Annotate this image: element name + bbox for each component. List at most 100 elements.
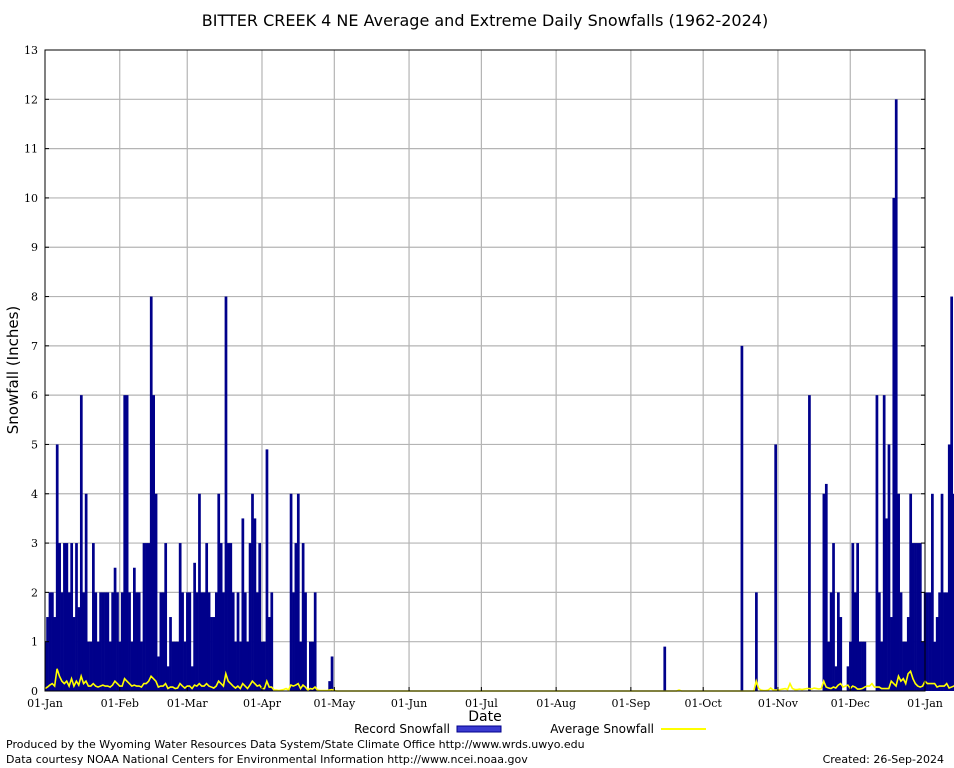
record-bar — [113, 567, 117, 691]
legend: Record Snowfall Average Snowfall — [354, 722, 706, 736]
record-bar — [906, 617, 910, 691]
x-axis-label: Date — [468, 709, 501, 725]
record-bar — [239, 641, 242, 691]
record-bar — [84, 493, 88, 691]
record-bar — [945, 592, 949, 691]
record-bar — [111, 592, 115, 691]
record-bar — [829, 592, 833, 691]
record-bar — [861, 641, 864, 691]
record-bar — [311, 641, 315, 691]
record-bar — [263, 641, 266, 691]
record-bar — [231, 592, 235, 691]
record-bar — [834, 666, 838, 691]
record-bar — [863, 641, 867, 691]
record-bar — [130, 641, 134, 691]
record-bar — [123, 395, 127, 691]
record-bar — [210, 617, 213, 691]
record-bar — [133, 567, 136, 691]
record-bar — [118, 641, 122, 691]
record-bar — [200, 592, 204, 691]
y-tick-label: 13 — [24, 44, 38, 57]
record-bar — [663, 646, 667, 691]
record-bar — [120, 592, 124, 691]
record-bar — [260, 641, 264, 691]
record-bar — [60, 592, 64, 691]
record-bar — [299, 641, 303, 691]
record-bar — [875, 395, 879, 691]
y-tick-label: 4 — [31, 488, 38, 501]
record-bar — [940, 493, 944, 691]
chart-title: BITTER CREEK 4 NE Average and Extreme Da… — [202, 11, 768, 30]
record-bar — [72, 617, 76, 691]
record-bar — [101, 592, 105, 691]
record-bar — [292, 592, 295, 691]
record-bar — [67, 592, 71, 691]
record-bar — [241, 518, 245, 691]
record-bar — [926, 592, 929, 691]
record-bar — [296, 493, 300, 691]
record-bar — [48, 592, 52, 691]
record-bar — [832, 543, 835, 691]
record-bar — [808, 395, 811, 691]
record-bar — [234, 641, 237, 691]
record-bar — [827, 641, 831, 691]
x-tick-label: 01-Jul — [465, 697, 498, 710]
record-bar — [125, 395, 129, 691]
x-tick-label: 01-Jan — [907, 697, 943, 710]
y-axis-label: Snowfall (Inches) — [4, 306, 22, 434]
record-bar — [82, 592, 86, 691]
x-tick-label: 01-Dec — [831, 697, 870, 710]
legend-label-record: Record Snowfall — [354, 722, 450, 736]
record-bar — [202, 592, 206, 691]
record-bar — [947, 444, 951, 691]
record-bar — [77, 607, 81, 691]
x-tick-label: 01-Feb — [101, 697, 139, 710]
record-bar — [55, 444, 59, 691]
record-bar — [106, 592, 110, 691]
y-tick-label: 12 — [24, 93, 38, 106]
record-bar — [902, 641, 905, 691]
x-tick-label: 01-Oct — [685, 697, 723, 710]
record-bar — [157, 656, 160, 691]
record-bar — [255, 592, 259, 691]
y-tick-label: 0 — [31, 685, 38, 698]
record-bar — [154, 493, 158, 691]
record-bar — [51, 592, 54, 691]
x-tick-label: 01-Apr — [243, 697, 282, 710]
y-tick-label: 7 — [31, 340, 38, 353]
record-bar — [159, 592, 163, 691]
record-bar — [181, 592, 184, 691]
record-bar — [116, 592, 119, 691]
record-bar — [330, 656, 334, 691]
y-tick-label: 2 — [31, 586, 38, 599]
record-bar — [943, 592, 946, 691]
record-bar — [892, 197, 896, 691]
y-tick-label: 9 — [31, 241, 38, 254]
x-tick-label: 01-Nov — [758, 697, 799, 710]
record-bar — [193, 562, 196, 691]
record-bar — [839, 617, 843, 691]
record-bar — [858, 641, 862, 691]
record-bar — [137, 592, 141, 691]
record-bar — [94, 592, 98, 691]
record-bar — [931, 493, 934, 691]
y-tick-label: 8 — [31, 291, 38, 304]
legend-swatch-record — [456, 725, 502, 733]
legend-label-average: Average Snowfall — [550, 722, 654, 736]
record-bar — [885, 518, 888, 691]
record-bar — [909, 493, 913, 691]
record-bar — [846, 666, 850, 691]
record-bar — [140, 641, 143, 691]
record-bar — [755, 592, 758, 691]
record-bar — [851, 543, 855, 691]
record-bar — [265, 449, 269, 691]
record-bar — [176, 641, 180, 691]
record-bar — [933, 641, 937, 691]
x-tick-label: 01-Sep — [611, 697, 650, 710]
record-bar — [171, 641, 175, 691]
record-bar — [195, 592, 199, 691]
record-bar — [227, 543, 230, 691]
footer-created: Created: 26-Sep-2024 — [823, 753, 944, 766]
record-bar — [849, 641, 852, 691]
